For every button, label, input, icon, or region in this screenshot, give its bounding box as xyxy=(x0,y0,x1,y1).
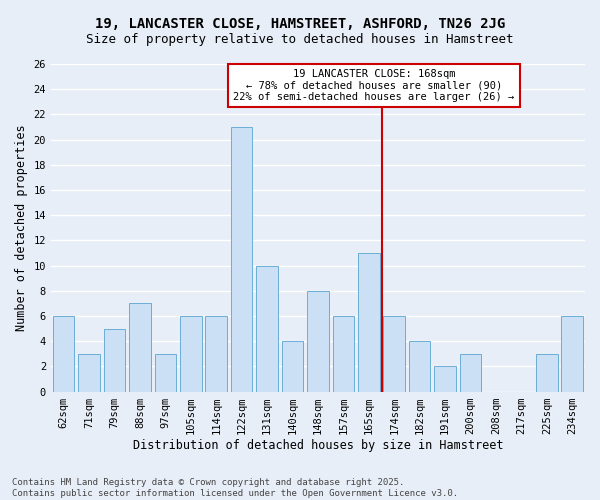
Bar xyxy=(409,341,430,392)
Bar xyxy=(332,316,354,392)
Bar xyxy=(78,354,100,392)
Bar xyxy=(383,316,405,392)
Bar xyxy=(282,341,304,392)
Text: 19, LANCASTER CLOSE, HAMSTREET, ASHFORD, TN26 2JG: 19, LANCASTER CLOSE, HAMSTREET, ASHFORD,… xyxy=(95,18,505,32)
Bar xyxy=(562,316,583,392)
Bar xyxy=(155,354,176,392)
Bar xyxy=(53,316,74,392)
Bar xyxy=(231,127,253,392)
Bar xyxy=(180,316,202,392)
Bar xyxy=(307,291,329,392)
Y-axis label: Number of detached properties: Number of detached properties xyxy=(15,124,28,331)
Text: Size of property relative to detached houses in Hamstreet: Size of property relative to detached ho… xyxy=(86,32,514,46)
Bar xyxy=(460,354,481,392)
Bar xyxy=(434,366,456,392)
Text: Contains HM Land Registry data © Crown copyright and database right 2025.
Contai: Contains HM Land Registry data © Crown c… xyxy=(12,478,458,498)
Bar xyxy=(104,328,125,392)
Bar xyxy=(205,316,227,392)
Bar xyxy=(358,253,380,392)
Bar xyxy=(129,304,151,392)
Text: 19 LANCASTER CLOSE: 168sqm
← 78% of detached houses are smaller (90)
22% of semi: 19 LANCASTER CLOSE: 168sqm ← 78% of deta… xyxy=(233,69,515,102)
Bar xyxy=(536,354,557,392)
X-axis label: Distribution of detached houses by size in Hamstreet: Distribution of detached houses by size … xyxy=(133,440,503,452)
Bar xyxy=(256,266,278,392)
